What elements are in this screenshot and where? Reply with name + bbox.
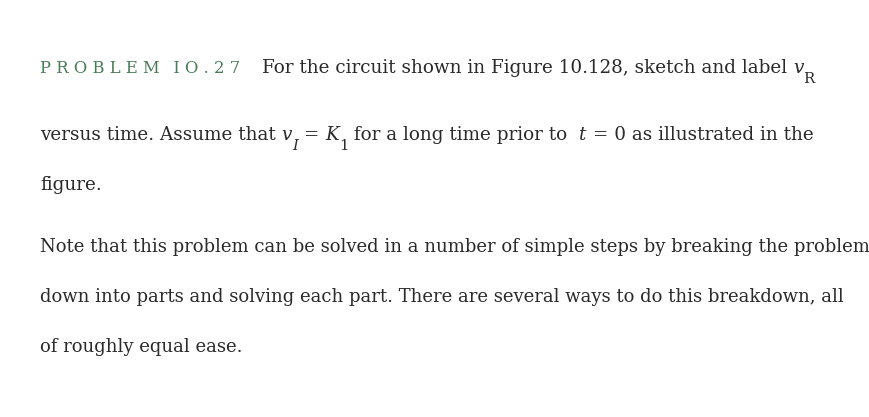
Text: figure.: figure. [40,176,102,194]
Text: of roughly equal ease.: of roughly equal ease. [40,338,242,357]
Text: versus time. Assume that: versus time. Assume that [40,126,282,144]
Text: v: v [792,59,802,77]
Text: t: t [579,126,586,144]
Text: K: K [325,126,339,144]
Text: I: I [292,139,297,153]
Text: R: R [802,73,813,86]
Text: Note that this problem can be solved in a number of simple steps by breaking the: Note that this problem can be solved in … [40,238,869,256]
Text: for a long time prior to: for a long time prior to [348,126,579,144]
Text: down into parts and solving each part. There are several ways to do this breakdo: down into parts and solving each part. T… [40,288,843,306]
Text: 1: 1 [339,139,348,153]
Text: = 0 as illustrated in the: = 0 as illustrated in the [586,126,813,144]
Text: =: = [297,126,325,144]
Text: P R O B L E M   I O . 2 7: P R O B L E M I O . 2 7 [40,60,240,77]
Text: v: v [282,126,292,144]
Text: For the circuit shown in Figure 10.128, sketch and label: For the circuit shown in Figure 10.128, … [262,59,792,77]
